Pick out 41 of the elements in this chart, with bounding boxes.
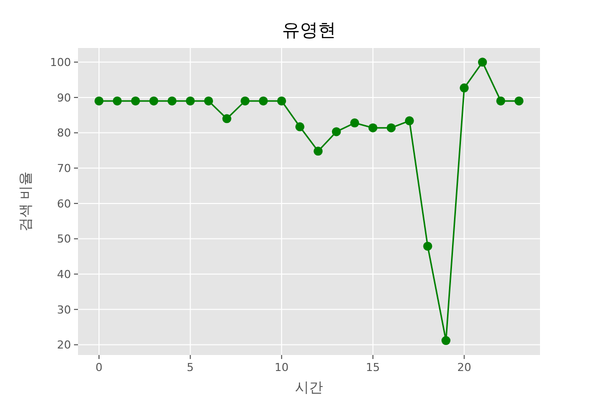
x-axis-title: 시간 — [295, 380, 323, 396]
y-tick-label: 40 — [57, 268, 71, 281]
point — [404, 116, 414, 126]
y-tick-label: 90 — [57, 91, 71, 104]
point — [204, 96, 214, 106]
y-axis-title: 검색 비율 — [18, 171, 34, 232]
point — [460, 83, 469, 92]
point — [94, 96, 104, 106]
point — [350, 118, 360, 128]
x-tick-label: 0 — [96, 361, 102, 374]
point — [240, 96, 250, 106]
point — [222, 114, 232, 124]
point — [514, 96, 524, 106]
y-tick-label: 30 — [57, 303, 71, 316]
point — [149, 96, 158, 106]
y-tick-label: 70 — [57, 162, 71, 175]
y-tick-label: 50 — [57, 232, 71, 246]
x-tick-label: 20 — [457, 361, 472, 374]
point — [168, 96, 177, 106]
point — [332, 127, 341, 136]
point — [423, 242, 432, 251]
x-tick-label: 10 — [274, 361, 289, 374]
y-tick-label: 100 — [50, 56, 71, 69]
point — [441, 336, 450, 346]
point — [496, 96, 506, 106]
point — [277, 96, 286, 106]
point — [368, 123, 378, 132]
x-tick-label: 15 — [366, 361, 380, 374]
point — [112, 96, 122, 106]
point — [314, 146, 323, 156]
x-tick-label: 5 — [186, 361, 194, 374]
y-tick-label: 20 — [57, 338, 71, 352]
point — [258, 96, 268, 106]
point — [386, 123, 396, 132]
chart-title: 유영현 — [282, 20, 336, 41]
point — [478, 58, 487, 67]
y-tick-label: 80 — [57, 126, 71, 140]
y-tick-label: 60 — [57, 197, 71, 210]
point — [186, 96, 195, 106]
point — [131, 96, 140, 106]
point — [295, 122, 304, 132]
